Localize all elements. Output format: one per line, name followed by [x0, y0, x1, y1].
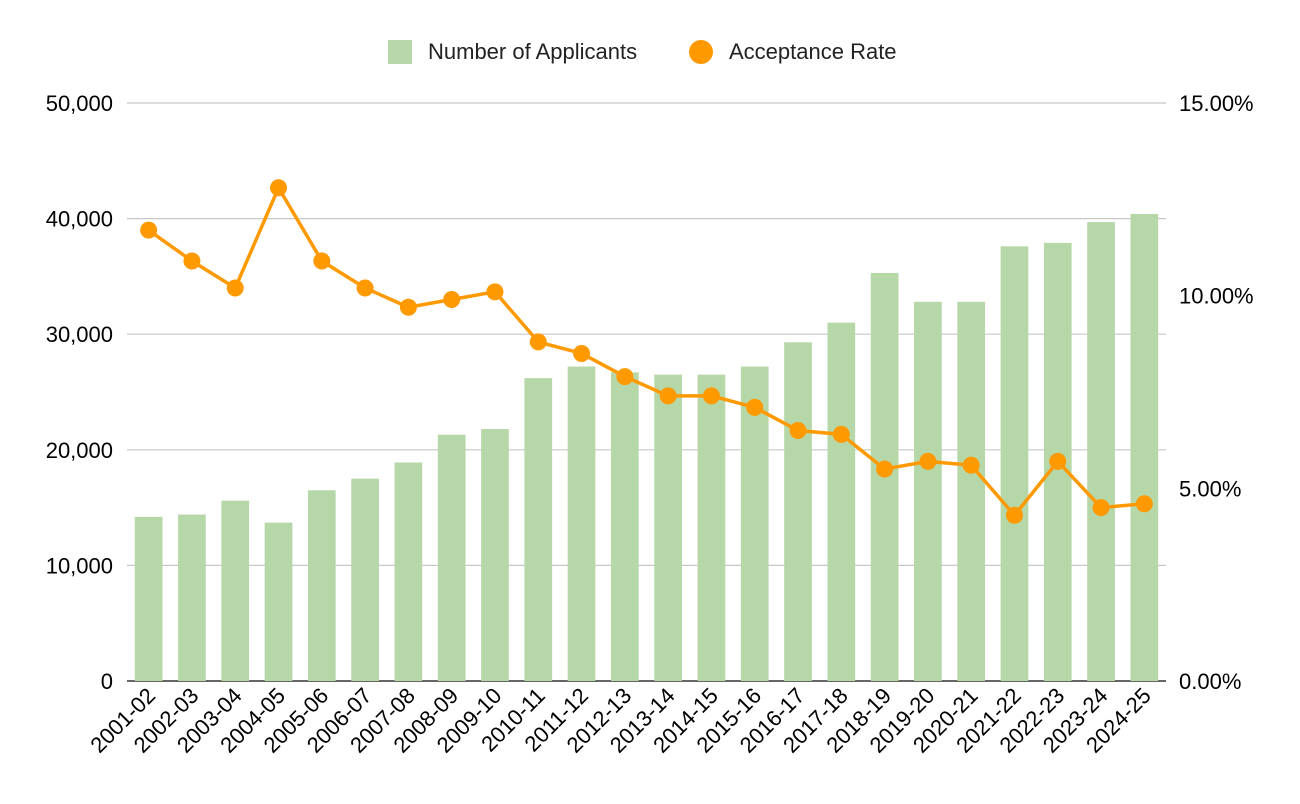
acceptance-rate-point [1135, 495, 1153, 513]
acceptance-rate-point [1092, 499, 1110, 517]
right-y-tick-label: 5.00% [1179, 476, 1241, 501]
bar-applicants [307, 490, 336, 681]
bar-applicants [740, 366, 769, 681]
bar-applicants [914, 301, 942, 681]
bar-applicants [264, 522, 293, 681]
applicants-bars [134, 213, 1159, 681]
legend-swatch-applicants [388, 40, 412, 64]
legend-label-acceptance-rate: Acceptance Rate [729, 39, 897, 64]
legend-label-applicants: Number of Applicants [428, 39, 637, 64]
gridlines [127, 102, 1166, 682]
acceptance-rate-point [573, 344, 591, 362]
bar-applicants [1130, 213, 1159, 681]
acceptance-rate-point [659, 387, 677, 405]
bar-applicants [437, 434, 466, 681]
acceptance-rate-series-line [147, 186, 1145, 518]
bar-applicants [827, 322, 856, 681]
acceptance-rate-point [313, 252, 331, 270]
left-y-tick-label: 50,000 [46, 91, 113, 116]
bar-applicants [697, 374, 726, 681]
acceptance-rate-point [399, 298, 417, 316]
bar-applicants [221, 500, 250, 681]
acceptance-rate-line [140, 179, 1153, 524]
acceptance-rate-point [270, 179, 288, 197]
acceptance-rate-point [702, 387, 720, 405]
bar-applicants [394, 462, 423, 681]
left-y-tick-label: 40,000 [46, 207, 113, 232]
bar-applicants [351, 478, 379, 681]
bar-applicants [784, 342, 812, 681]
acceptance-rate-point [832, 425, 850, 443]
left-y-tick-label: 30,000 [46, 322, 113, 347]
right-y-tick-label: 10.00% [1179, 284, 1254, 309]
right-y-tick-label: 15.00% [1179, 91, 1254, 116]
x-axis: 2001-022002-032003-042004-052005-062006-… [85, 683, 1155, 758]
acceptance-rate-point [746, 398, 764, 416]
right-y-axis: 0.00% 5.00% 10.00% 15.00% [1179, 91, 1254, 694]
legend-marker-acceptance-rate [689, 40, 713, 64]
acceptance-rate-point [919, 452, 937, 470]
bar-applicants [957, 301, 986, 681]
acceptance-rate-point [876, 460, 894, 478]
bar-applicants [524, 378, 553, 681]
acceptance-rate-point [962, 456, 980, 474]
acceptance-rate-point [226, 279, 244, 297]
acceptance-rate-point [529, 333, 547, 351]
bar-applicants [178, 514, 206, 681]
acceptance-rate-point [443, 291, 461, 309]
bar-applicants [1000, 246, 1029, 681]
legend: Number of Applicants Acceptance Rate [388, 39, 897, 64]
right-y-tick-label: 0.00% [1179, 669, 1241, 694]
bar-applicants [611, 372, 639, 681]
bar-applicants [1087, 222, 1115, 681]
acceptance-rate-point [789, 422, 807, 440]
acceptance-rate-point [140, 221, 158, 239]
acceptance-rate-point [616, 368, 634, 386]
acceptance-rate-point [356, 279, 374, 297]
acceptance-rate-point [183, 252, 201, 270]
acceptance-rate-point [486, 283, 504, 301]
bar-applicants [481, 428, 509, 681]
bar-applicants [134, 516, 163, 681]
bar-applicants [567, 366, 596, 681]
left-y-tick-label: 10,000 [46, 553, 113, 578]
acceptance-rate-point [1049, 452, 1067, 470]
left-y-tick-label: 0 [101, 669, 113, 694]
bar-applicants [654, 374, 682, 681]
acceptance-rate-point [1005, 506, 1023, 524]
left-y-tick-label: 20,000 [46, 438, 113, 463]
left-y-axis: 0 10,000 20,000 30,000 40,000 50,000 [46, 91, 113, 694]
